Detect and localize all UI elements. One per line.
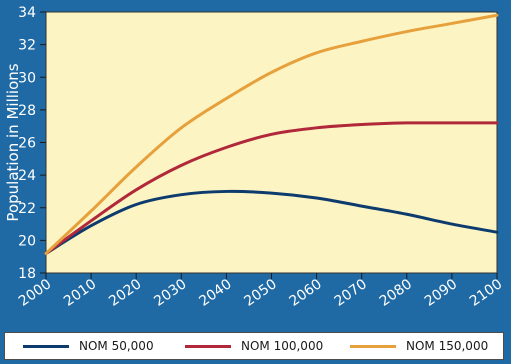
legend-swatch-nom-150000 <box>350 344 396 348</box>
y-tick-label: 22 <box>18 201 36 217</box>
y-tick-label: 18 <box>18 266 36 282</box>
series-group <box>44 13 499 255</box>
legend-item-nom-50000: NOM 50,000 <box>23 333 154 359</box>
x-tick-label: 2010 <box>61 276 99 310</box>
plot-area <box>45 11 498 274</box>
legend: NOM 50,000 NOM 100,000 NOM 150,000 <box>4 332 504 360</box>
legend-label-nom-100000: NOM 100,000 <box>241 339 324 353</box>
x-tick-label: 2050 <box>241 276 279 310</box>
x-tick-label: 2090 <box>422 276 460 310</box>
y-tick-label: 24 <box>18 168 36 184</box>
legend-item-nom-100000: NOM 100,000 <box>185 333 323 359</box>
series-line-1 <box>44 121 499 255</box>
y-tick-label: 30 <box>18 70 36 86</box>
series-line-2 <box>44 13 499 255</box>
x-tick-label: 2060 <box>287 276 325 310</box>
x-tick-label: 2070 <box>332 276 370 310</box>
series-line-0 <box>44 189 499 255</box>
legend-item-nom-150000: NOM 150,000 <box>350 333 488 359</box>
legend-swatch-nom-50000 <box>23 344 69 348</box>
x-tick-label: 2100 <box>467 276 505 310</box>
y-tick-label: 20 <box>18 233 36 249</box>
legend-label-nom-50000: NOM 50,000 <box>79 339 154 353</box>
x-tick-label: 2080 <box>377 276 415 310</box>
y-axis-label: Population in Millions <box>4 63 22 221</box>
legend-label-nom-150000: NOM 150,000 <box>406 339 489 353</box>
x-tick-label: 2040 <box>196 276 234 310</box>
legend-swatch-nom-100000 <box>185 344 231 348</box>
y-tick-label: 26 <box>18 136 36 152</box>
x-tick-label: 2020 <box>106 276 144 310</box>
y-tick-label: 28 <box>18 103 36 119</box>
x-tick-label: 2030 <box>151 276 189 310</box>
y-tick-label: 34 <box>18 5 36 21</box>
y-tick-label: 32 <box>18 38 36 54</box>
